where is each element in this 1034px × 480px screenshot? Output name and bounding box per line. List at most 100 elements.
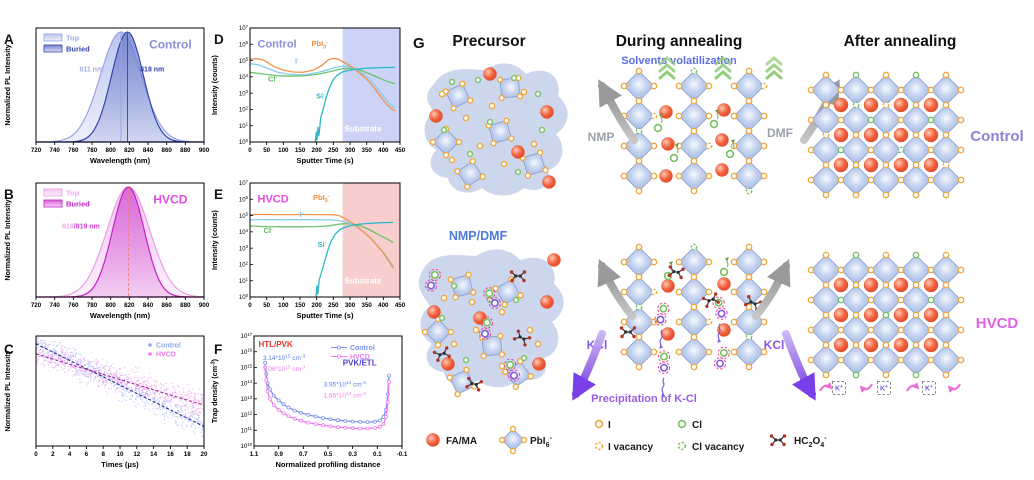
legend-cl-vacancy-label: Cl vacancy bbox=[692, 442, 745, 453]
legend-chlorine-label: Cl bbox=[692, 420, 702, 431]
svg-text:12: 12 bbox=[133, 451, 140, 458]
kcl-label-right: KCl bbox=[764, 338, 785, 352]
svg-text:1011: 1011 bbox=[241, 426, 253, 434]
svg-text:1014: 1014 bbox=[241, 379, 253, 387]
svg-text:100: 100 bbox=[278, 147, 289, 154]
annotation-2: I- bbox=[300, 210, 304, 219]
legend-iodine-label: I bbox=[608, 420, 611, 431]
svg-text:0.1: 0.1 bbox=[373, 451, 382, 458]
svg-text:-0.1: -0.1 bbox=[397, 451, 408, 458]
scatter-hvcd bbox=[35, 338, 205, 419]
svg-text:720: 720 bbox=[31, 302, 42, 309]
curve-control bbox=[263, 360, 391, 424]
legend-label-buried: Buried bbox=[66, 200, 90, 209]
svg-text:860: 860 bbox=[162, 147, 173, 154]
k-ion-box bbox=[877, 381, 891, 395]
control-row-label: Control bbox=[970, 128, 1023, 145]
svg-text:200: 200 bbox=[312, 302, 323, 309]
svg-text:16: 16 bbox=[167, 451, 174, 458]
svg-text:0: 0 bbox=[34, 451, 38, 458]
svg-text:400: 400 bbox=[378, 302, 389, 309]
svg-text:100: 100 bbox=[278, 302, 289, 309]
svg-text:1016: 1016 bbox=[241, 348, 253, 356]
fit-line-control bbox=[35, 343, 205, 427]
k-cl-pair bbox=[712, 296, 728, 320]
svg-text:300: 300 bbox=[345, 302, 356, 309]
panel-a-label: A bbox=[4, 32, 14, 47]
header-during-annealing: During annealing bbox=[616, 33, 743, 50]
svg-text:102: 102 bbox=[239, 105, 249, 113]
svg-text:450: 450 bbox=[395, 147, 406, 154]
legend-label-control: Control bbox=[350, 345, 375, 352]
chart-f-trap-density: Control HVCD HTL/PVK PVK/ETL 3.14*1015 cm-3 1… bbox=[210, 332, 408, 469]
chart-d-sims-control: Control PbI3- I- Cl- Si- Substrate 0 50 100 150 20… bbox=[210, 24, 406, 165]
curve-pbi3 bbox=[249, 213, 394, 269]
curve-pbi3 bbox=[249, 57, 396, 112]
annotation-5: Substrate bbox=[345, 125, 382, 134]
svg-text:400: 400 bbox=[378, 147, 389, 154]
svg-text:900: 900 bbox=[199, 302, 210, 309]
svg-text:1012: 1012 bbox=[241, 410, 253, 418]
plot-title: HVCD bbox=[153, 193, 187, 207]
svg-text:6: 6 bbox=[85, 451, 89, 458]
svg-text:740: 740 bbox=[50, 302, 61, 309]
annotation-2: 3.14*1015 cm-3 bbox=[263, 354, 306, 362]
panel-c: C Control HVCD 0 2 4 6 8 10 12 14 16 18 20 Times (μs)… bbox=[0, 330, 210, 480]
nmp-label: NMP bbox=[588, 130, 615, 144]
svg-text:760: 760 bbox=[68, 302, 79, 309]
curve-si bbox=[314, 66, 396, 143]
svg-text:18: 18 bbox=[184, 451, 191, 458]
annotation-3: Cl- bbox=[268, 75, 278, 84]
annotation-0: Control bbox=[258, 38, 297, 50]
legend-label-buried: Buried bbox=[66, 45, 90, 54]
legend-label-control: Control bbox=[156, 343, 181, 350]
svg-text:107: 107 bbox=[239, 179, 249, 187]
panel-b-label: B bbox=[4, 187, 14, 202]
svg-text:1010: 1010 bbox=[241, 442, 253, 450]
svg-text:820: 820 bbox=[124, 302, 135, 309]
svg-text:50: 50 bbox=[263, 147, 270, 154]
y-axis-label: Normalized PL Intensity bbox=[3, 199, 12, 280]
svg-text:107: 107 bbox=[239, 24, 249, 32]
y-axis-label: Intensity (counts) bbox=[210, 54, 219, 115]
svg-text:250: 250 bbox=[328, 302, 339, 309]
svg-text:100: 100 bbox=[239, 293, 249, 301]
svg-text:450: 450 bbox=[395, 302, 406, 309]
panel-e-label: E bbox=[214, 187, 224, 202]
k-ion-box bbox=[922, 381, 936, 395]
svg-text:760: 760 bbox=[68, 147, 79, 154]
svg-text:150: 150 bbox=[295, 302, 306, 309]
during-annealing-hvcd bbox=[572, 243, 816, 401]
curve-cl bbox=[249, 222, 394, 244]
svg-text:10: 10 bbox=[117, 451, 124, 458]
svg-text:4: 4 bbox=[68, 451, 72, 458]
annotation-2: I- bbox=[295, 56, 299, 65]
k-cl-pair bbox=[478, 316, 494, 340]
svg-text:880: 880 bbox=[180, 302, 191, 309]
plot-title: Control bbox=[149, 38, 192, 52]
legend-swatch-top bbox=[43, 33, 63, 42]
panel-b: B Top Buried HVCD 819/819 nm 720 740 760 780 800… bbox=[0, 175, 210, 330]
panel-d-label: D bbox=[214, 32, 224, 47]
svg-text:14: 14 bbox=[150, 451, 157, 458]
svg-text:102: 102 bbox=[239, 260, 249, 268]
k-ion-label: K+ bbox=[835, 384, 843, 393]
svg-text:150: 150 bbox=[295, 147, 306, 154]
x-axis-label: Wavelength (nm) bbox=[90, 311, 151, 320]
substrate-region bbox=[342, 183, 400, 297]
x-axis-label: Wavelength (nm) bbox=[90, 156, 151, 165]
svg-text:200: 200 bbox=[312, 147, 323, 154]
chart-b-pl-spectra-hvcd: Top Buried HVCD 819/819 nm 720 740 760 780 800 82… bbox=[3, 182, 210, 320]
oxalate-icon bbox=[667, 265, 685, 280]
legend-label-hvcd: HVCD bbox=[156, 352, 176, 359]
annotation-1: PbI3- bbox=[313, 193, 330, 204]
k-cl-pair bbox=[504, 358, 521, 382]
svg-text:350: 350 bbox=[362, 147, 373, 154]
svg-text:0: 0 bbox=[248, 147, 252, 154]
panel-f-label: F bbox=[214, 342, 223, 357]
svg-text:800: 800 bbox=[106, 302, 117, 309]
oxalate-icon bbox=[509, 270, 527, 283]
oxalate-icon bbox=[701, 292, 720, 308]
fit-line-hvcd bbox=[35, 353, 205, 406]
chart-c-trpl-decay: Control HVCD 0 2 4 6 8 10 12 14 16 18 20 Times (μs) No… bbox=[3, 335, 208, 469]
